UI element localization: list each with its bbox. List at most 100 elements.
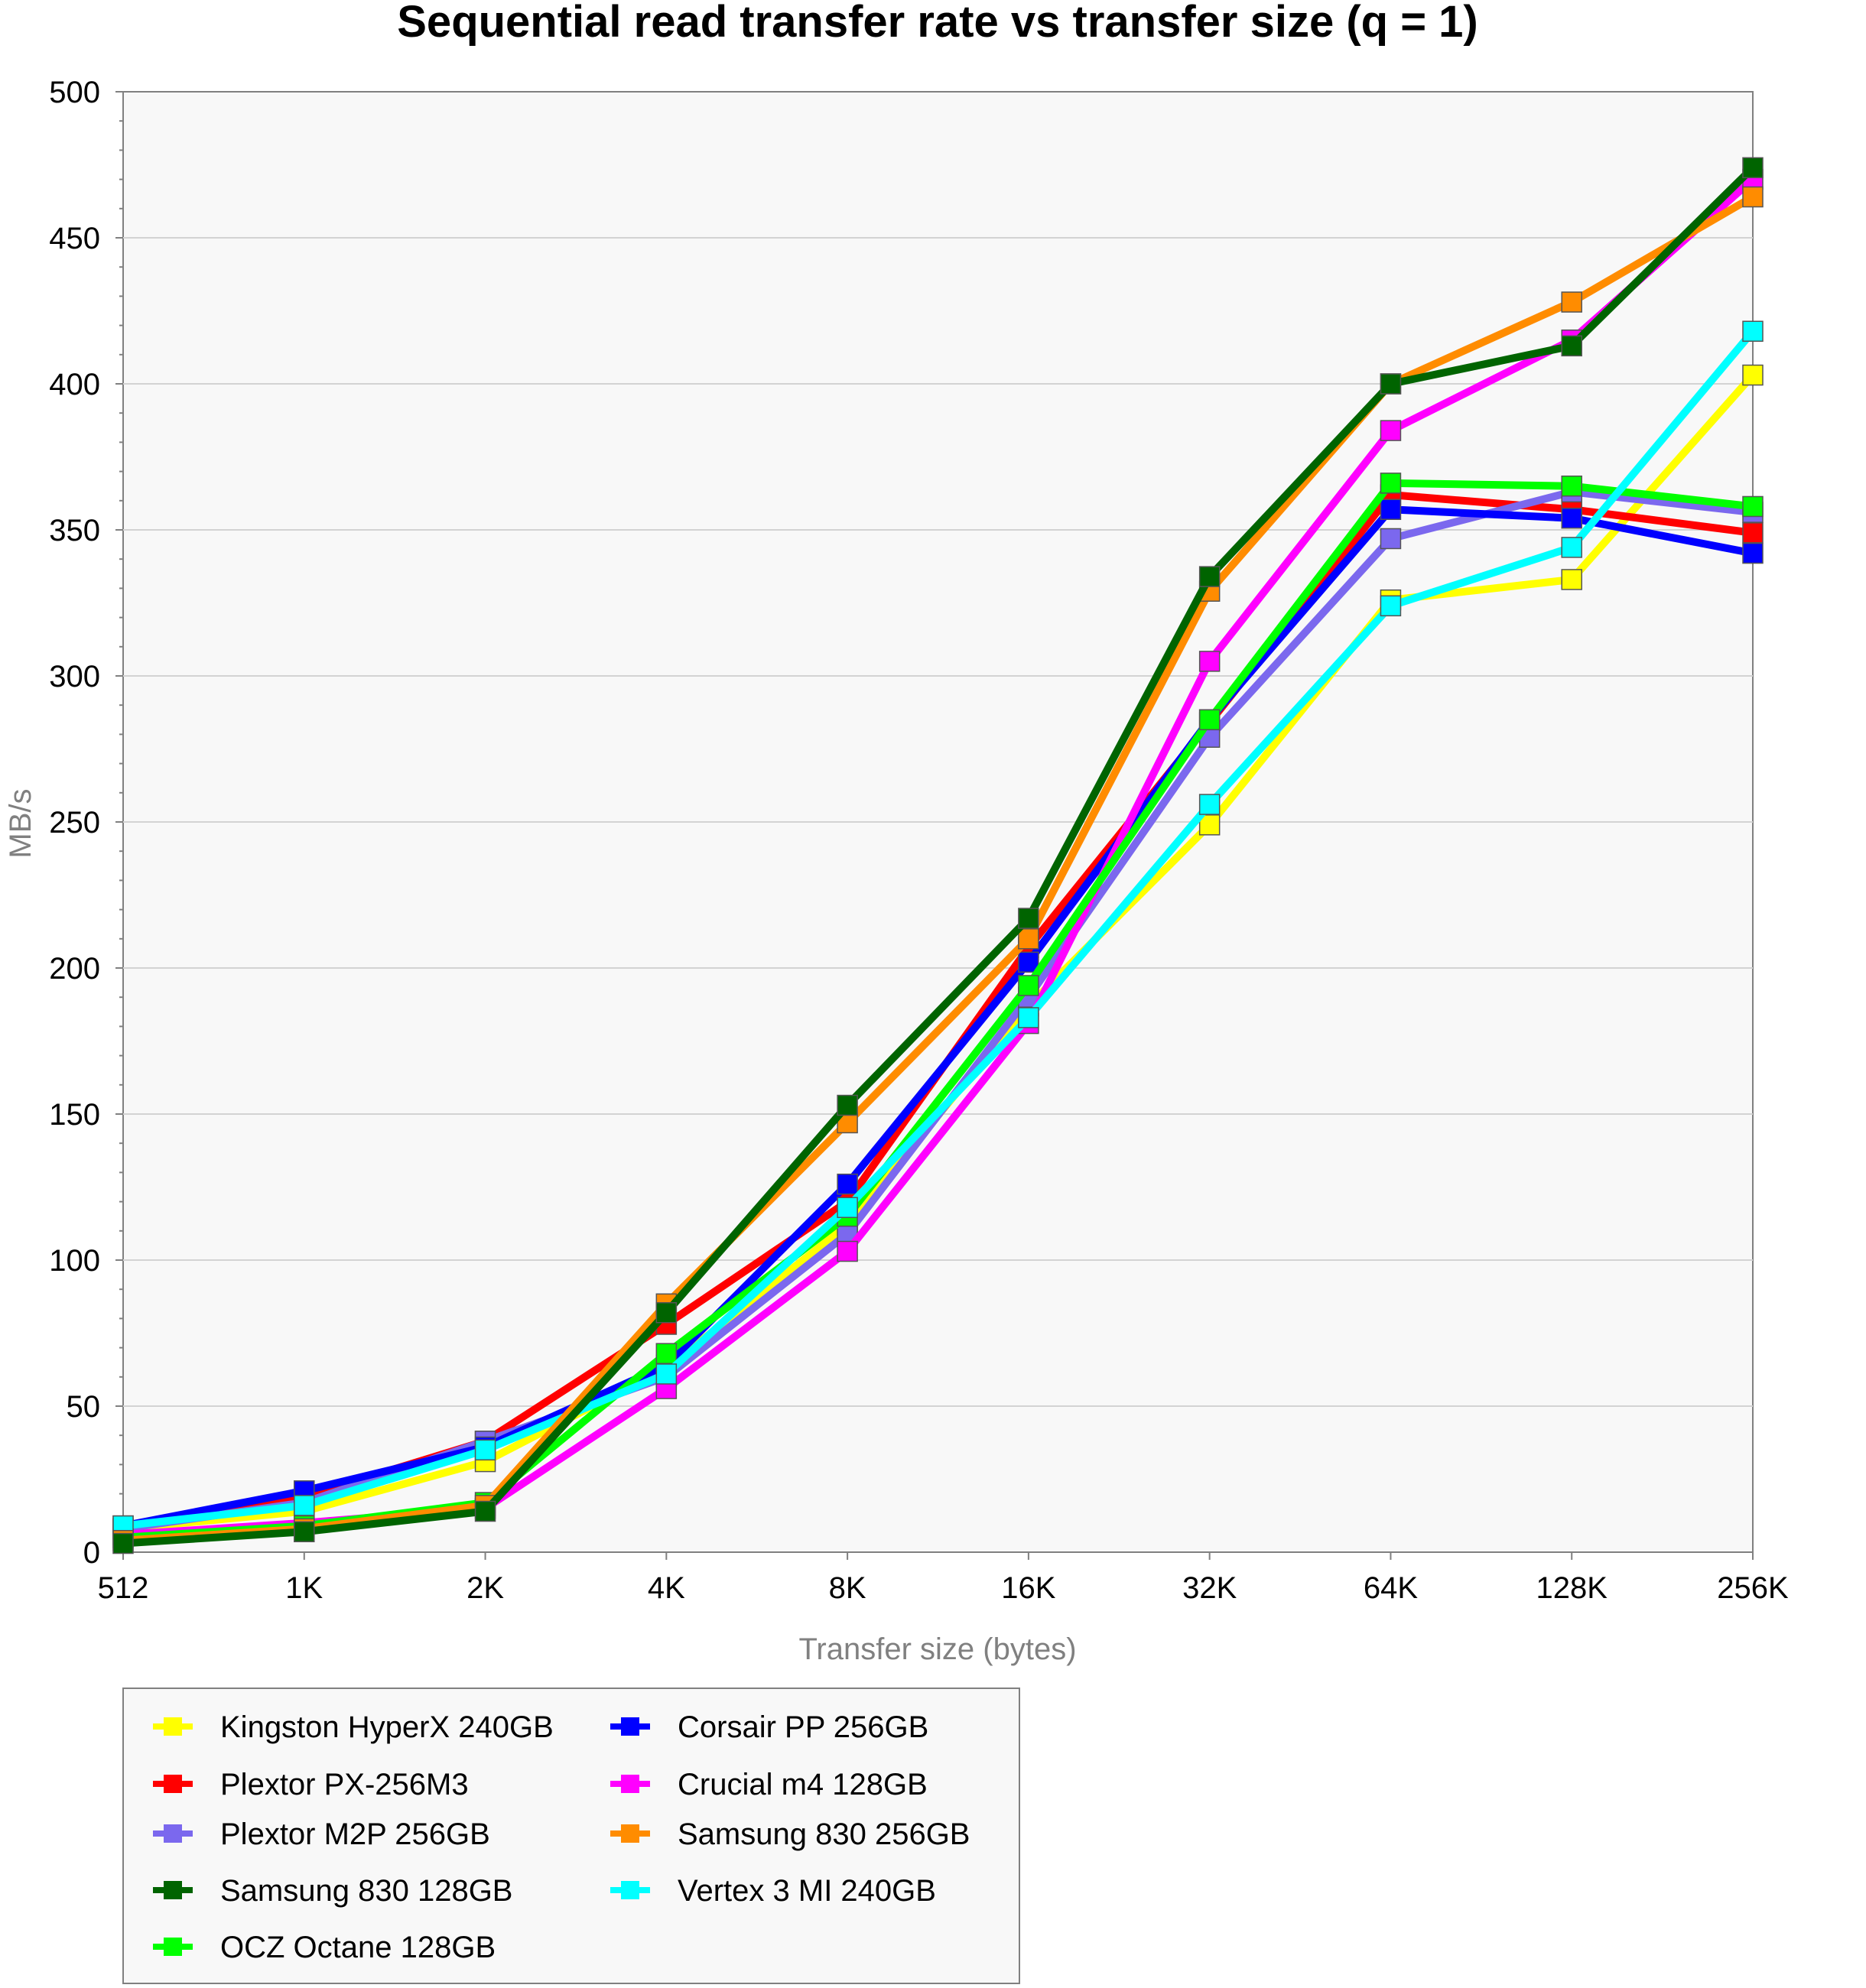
data-point — [1742, 364, 1764, 386]
x-tick-label: 512 — [98, 1571, 149, 1605]
data-point — [1018, 908, 1039, 929]
data-point — [1561, 291, 1582, 313]
data-point — [1561, 507, 1582, 529]
x-tick-label: 64K — [1364, 1571, 1418, 1605]
data-point — [1018, 928, 1039, 950]
data-point — [1018, 1007, 1039, 1028]
series-line — [122, 329, 1756, 1530]
legend-swatch-marker — [621, 1717, 639, 1736]
data-point — [1380, 595, 1402, 617]
x-tick-label: 128K — [1536, 1571, 1608, 1605]
data-point — [1742, 186, 1764, 208]
data-point — [655, 1302, 678, 1324]
series-samsung-830-128gb — [112, 157, 1764, 1554]
legend-swatch-marker — [621, 1775, 639, 1793]
data-point — [837, 1094, 858, 1116]
y-tick-label: 150 — [49, 1098, 100, 1132]
x-tick-label: 16K — [1001, 1571, 1055, 1605]
data-point — [1198, 566, 1221, 587]
data-point — [1380, 373, 1402, 395]
legend-swatch-marker — [621, 1881, 639, 1899]
legend-label: Plextor M2P 256GB — [220, 1817, 490, 1851]
legend-label: Plextor PX-256M3 — [220, 1768, 469, 1801]
legend-box — [122, 1688, 1020, 1984]
series-line — [122, 193, 1755, 1545]
legend-item: Corsair PP 256GB — [610, 1710, 928, 1744]
legend-swatch-marker — [164, 1881, 182, 1899]
x-tick-label: 256K — [1717, 1571, 1789, 1605]
data-point — [1561, 335, 1582, 357]
legend-item: Kingston HyperX 240GB — [153, 1710, 554, 1744]
data-point — [474, 1439, 496, 1461]
data-point — [1380, 473, 1402, 494]
legend-swatch-marker — [164, 1775, 182, 1793]
legend-item: Samsung 830 256GB — [610, 1817, 970, 1851]
data-point — [837, 1197, 858, 1218]
x-axis-label: Transfer size (bytes) — [798, 1632, 1076, 1666]
data-point — [1561, 475, 1582, 497]
data-point — [1380, 528, 1402, 550]
legend-swatch-marker — [621, 1824, 639, 1843]
x-tick-label: 4K — [648, 1571, 685, 1605]
series-line — [122, 164, 1756, 1548]
data-point — [1742, 522, 1764, 544]
legend-swatch-marker — [164, 1938, 182, 1956]
legend-swatch-marker — [164, 1824, 182, 1843]
legend-swatch-marker — [164, 1717, 182, 1736]
data-point — [1198, 709, 1221, 731]
x-tick-label: 8K — [829, 1571, 866, 1605]
data-point — [1742, 495, 1764, 518]
chart-title: Sequential read transfer rate vs transfe… — [397, 0, 1478, 47]
data-point — [294, 1521, 315, 1543]
legend-label: Kingston HyperX 240GB — [220, 1710, 554, 1744]
data-point — [1198, 651, 1221, 672]
data-point — [1198, 794, 1221, 815]
legend-item: Vertex 3 MI 240GB — [610, 1874, 936, 1908]
y-tick-label: 400 — [49, 368, 100, 401]
legend-item: OCZ Octane 128GB — [153, 1931, 496, 1964]
data-point — [837, 1240, 858, 1262]
y-tick-label: 450 — [49, 222, 100, 255]
legend-item: Crucial m4 128GB — [610, 1768, 928, 1801]
y-axis-label: MB/s — [4, 788, 37, 858]
y-tick-label: 500 — [49, 76, 100, 109]
legend-items: Kingston HyperX 240GB Plextor PX-256M3 Ple… — [153, 1710, 970, 1964]
data-point — [655, 1343, 678, 1364]
data-point — [837, 1173, 858, 1195]
data-point — [112, 1532, 134, 1554]
y-tick-label: 300 — [49, 660, 100, 694]
legend-item: Plextor M2P 256GB — [153, 1817, 490, 1851]
data-point — [474, 1500, 496, 1522]
legend-label: Corsair PP 256GB — [678, 1710, 928, 1744]
data-point — [1742, 157, 1764, 179]
x-tick-label: 1K — [285, 1571, 323, 1605]
legend-label: Samsung 830 128GB — [220, 1874, 512, 1908]
data-point — [1742, 320, 1764, 342]
y-tick-label: 0 — [83, 1536, 100, 1570]
y-tick-label: 100 — [49, 1244, 100, 1278]
data-point — [1561, 537, 1582, 558]
x-tick-label: 2K — [466, 1571, 504, 1605]
y-tick-label: 350 — [49, 514, 100, 547]
data-point — [1742, 542, 1764, 564]
data-point — [1018, 975, 1039, 996]
legend-label: Vertex 3 MI 240GB — [678, 1874, 936, 1908]
axes: 0 50 100 150 200 250 300 350 400 450 500 512 1K 2K 4K 8… — [49, 76, 1789, 1605]
y-tick-label: 200 — [49, 952, 100, 986]
data-point — [1380, 499, 1402, 521]
grid-lines — [123, 237, 1753, 1407]
data-series — [112, 157, 1764, 1554]
y-tick-label: 50 — [67, 1390, 101, 1424]
series-line — [122, 505, 1754, 1530]
legend-item: Samsung 830 128GB — [153, 1874, 512, 1908]
data-point — [294, 1495, 315, 1516]
data-point — [1018, 951, 1039, 973]
legend-item: Plextor PX-256M3 — [153, 1768, 469, 1801]
data-point — [655, 1363, 678, 1385]
x-tick-label: 32K — [1182, 1571, 1237, 1605]
data-point — [1561, 569, 1582, 590]
legend-label: OCZ Octane 128GB — [220, 1931, 496, 1964]
data-point — [1380, 420, 1402, 441]
y-tick-label: 250 — [49, 806, 100, 840]
